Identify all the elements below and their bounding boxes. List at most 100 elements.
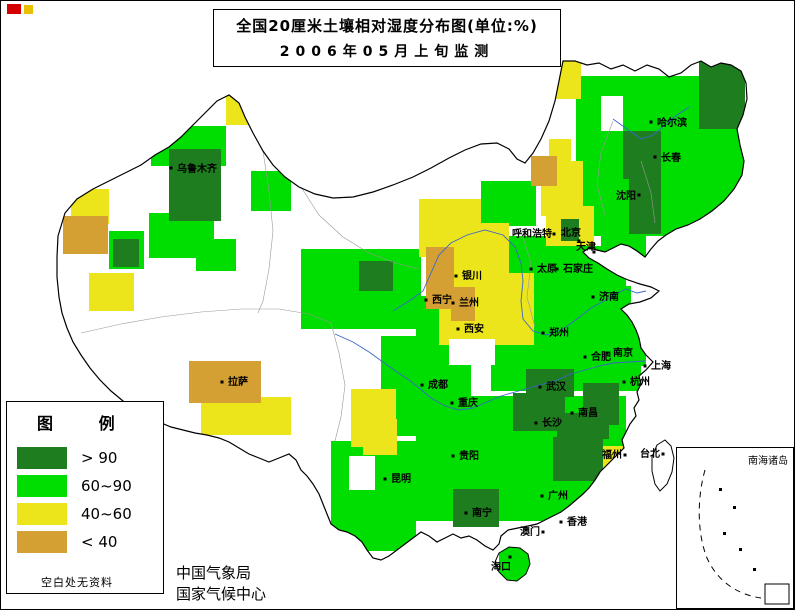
city-label-昆明: 昆明 [391,473,411,485]
city-label-银川: 银川 [462,269,482,282]
moisture-cell-white [349,456,375,490]
map-subtitle: 2006年05月上旬监测 [279,44,495,60]
city-label-南京: 南京 [613,346,633,359]
moisture-cell-g60 [196,239,236,271]
city-label-北京: 北京 [561,226,581,239]
moisture-cell-g90 [561,219,579,241]
legend-range-label: 60~90 [81,477,132,495]
moisture-cell-y40 [89,273,134,311]
moisture-cell-g60 [611,321,646,366]
city-label-香港: 香港 [567,515,588,528]
city-marker-沈阳 [637,193,641,197]
city-marker-香港 [559,520,563,524]
city-marker-银川 [454,274,458,278]
city-marker-乌鲁木齐 [169,166,173,170]
moisture-cell-g90 [629,176,661,234]
city-label-长沙: 长沙 [542,416,562,429]
moisture-cell-o40 [63,216,108,254]
moisture-cell-g90 [169,149,221,221]
map-title: 全国20厘米土壤相对湿度分布图(单位:%) [236,17,538,35]
city-label-兰州: 兰州 [459,296,479,309]
legend-row-g60: 60~90 [17,472,163,500]
legend-row-g90: > 90 [17,444,163,472]
city-label-沈阳: 沈阳 [616,189,636,202]
china-outline [56,60,748,561]
city-label-西安: 西安 [464,322,484,335]
city-marker-石家庄 [555,267,559,271]
credit-org-1: 中国气象局 [176,564,252,582]
moisture-cell-layer [63,61,746,581]
city-marker-西安 [456,327,460,331]
city-label-郑州: 郑州 [549,326,569,339]
yellow-mark-icon [24,4,33,14]
city-label-拉萨: 拉萨 [228,375,248,388]
city-label-长春: 长春 [661,151,681,164]
city-marker-郑州 [541,331,545,335]
moisture-cell-o40 [189,361,261,403]
songhua-river [612,106,690,140]
city-label-重庆: 重庆 [458,396,478,409]
moisture-cell-g60 [251,171,291,211]
red-corner-mark [7,4,33,14]
city-marker-南昌 [570,411,574,415]
credits: 中国气象局 国家气候中心 [176,563,266,605]
moisture-cell-g90 [553,437,603,481]
moisture-cell-g90 [557,413,609,439]
moisture-cell-g90 [699,61,745,129]
province-boundaries [80,120,656,442]
moisture-cell-g90 [526,369,574,397]
city-marker-福州 [623,453,627,457]
moisture-cell-g90 [453,489,499,527]
city-label-南昌: 南昌 [578,406,598,419]
city-marker-长春 [653,155,657,159]
city-marker-重庆 [450,401,454,405]
city-label-贵阳: 贵阳 [459,449,479,462]
moisture-cell-y40 [201,397,291,435]
city-marker-南宁 [464,511,468,515]
city-label-上海: 上海 [651,359,671,372]
city-label-济南: 济南 [599,290,619,303]
city-marker-武汉 [538,385,542,389]
moisture-cell-o40 [426,247,454,309]
city-label-杭州: 杭州 [630,375,650,388]
city-label-台北: 台北 [640,447,660,460]
no-data-note: 空白处无资料 [41,576,113,589]
city-label-成都: 成都 [428,378,448,391]
moisture-cell-y40 [363,419,397,455]
city-label-哈尔滨: 哈尔滨 [657,116,687,129]
city-label-澳门: 澳门 [520,525,540,538]
city-marker-呼和浩特 [552,232,556,236]
city-marker-贵阳 [451,454,455,458]
city-label-福州: 福州 [601,448,622,461]
moisture-cell-o40 [451,287,475,321]
south-china-sea-inset: 南海诸岛 [676,447,794,609]
legend-swatch-o40 [17,531,67,553]
city-marker-哈尔滨 [649,120,653,124]
city-label-广州: 广州 [548,489,568,502]
moisture-cell-white [601,96,623,131]
city-marker-太原 [529,267,533,271]
moisture-cell-g90 [359,261,393,291]
legend-swatch-g90 [17,447,67,469]
moisture-cell-g90 [113,239,139,267]
city-marker-台北 [661,452,665,456]
yellow-river [392,229,647,336]
legend-swatch-y40 [17,503,67,525]
legend-row-y40: 40~60 [17,500,163,528]
rivers [334,106,690,411]
city-marker-兰州 [451,301,455,305]
yangtze-river [334,333,646,411]
city-marker-北京 [577,239,581,243]
legend-title: 图 例 [37,414,135,433]
city-marker-济南 [591,295,595,299]
taiwan-outline [651,439,675,492]
legend-rows: > 90 60~90 40~60 < 40 [17,444,163,556]
inset-inner-box [764,583,790,605]
legend-range-label: < 40 [81,533,118,551]
city-marker-合肥 [583,355,587,359]
city-marker-杭州 [622,380,626,384]
legend-range-label: 40~60 [81,505,132,523]
island-dots [719,488,756,571]
